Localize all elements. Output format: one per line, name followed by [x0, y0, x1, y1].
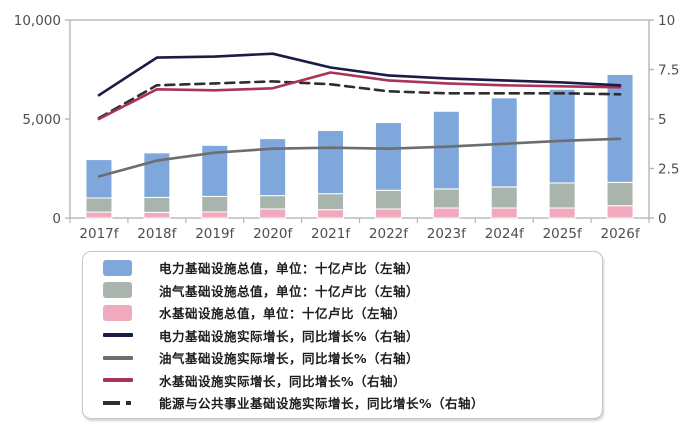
- bar-segment: [259, 208, 287, 219]
- right-axis-tick-label: 7.5: [658, 63, 679, 79]
- x-axis-category-label: 2017f: [79, 226, 119, 242]
- line-series: [97, 71, 622, 121]
- bar-segment: [432, 110, 460, 190]
- legend-label-oilgas-value: 油气基础设施总值，单位：十亿卢比（左轴）: [159, 283, 420, 299]
- left-axis-tick-label: 5,000: [22, 112, 61, 128]
- legend-swatch-dashed-line-icon: [103, 400, 135, 405]
- left-axis-tick-label: 0: [52, 211, 61, 227]
- bar-segment: [201, 195, 229, 213]
- bar-segment: [374, 208, 402, 219]
- bar-segment: [548, 182, 576, 209]
- legend-item-water-value: 水基础设施总值，单位：十亿卢比（左轴）: [103, 302, 602, 324]
- left-axis-tick-label: 10,000: [14, 13, 61, 29]
- legend-swatch-power-line-icon: [103, 333, 135, 337]
- legend-label-water-growth: 水基础设施实际增长，同比增长%（右轴）: [159, 373, 407, 389]
- right-axis-tick-label: 10: [658, 13, 675, 29]
- bar-segment: [85, 197, 113, 213]
- legend-item-energy-utilities-growth: 能源与公共事业基础设施实际增长，同比增长%（右轴）: [103, 392, 602, 414]
- bar-segment: [606, 205, 634, 219]
- legend-label-power-value: 电力基础设施总值，单位：十亿卢比（左轴）: [159, 261, 420, 276]
- chart-legend: 电力基础设施总值，单位：十亿卢比（左轴） 油气基础设施总值，单位：十亿卢比（左轴…: [82, 251, 603, 419]
- bar-segment: [374, 122, 402, 191]
- bar-segment: [143, 196, 171, 213]
- bar-segment: [259, 138, 287, 197]
- legend-item-oilgas-value: 油气基础设施总值，单位：十亿卢比（左轴）: [103, 279, 602, 301]
- line-series: [97, 137, 622, 178]
- bar-segment: [606, 181, 634, 207]
- bar-segment: [548, 88, 576, 184]
- legend-item-power-growth: 电力基础设施实际增长，同比增长%（右轴）: [103, 324, 602, 346]
- x-axis-category-label: 2026f: [600, 226, 640, 242]
- bar-segment: [317, 129, 345, 195]
- bar-segment: [143, 211, 171, 219]
- bar-segment: [490, 207, 518, 219]
- x-axis-category-label: 2024f: [485, 226, 525, 242]
- bar-segment: [317, 209, 345, 219]
- legend-item-water-growth: 水基础设施实际增长，同比增长%（右轴）: [103, 369, 602, 391]
- line-series: [97, 80, 622, 120]
- bar-segment: [490, 186, 518, 209]
- bar-segment: [317, 193, 345, 211]
- line-series: [97, 52, 622, 97]
- right-axis-tick-label: 0: [658, 211, 667, 227]
- bar-segment: [85, 211, 113, 219]
- legend-swatch-water-bar-icon: [103, 304, 135, 321]
- right-axis-tick-label: 5: [658, 112, 667, 128]
- bar-segment: [606, 73, 634, 183]
- x-axis-category-label: 2022f: [369, 226, 409, 242]
- chart-svg: 0 5,000 10,000 0 2.5 5 7.5 10 2017f 2018f 2019f 202…: [14, 13, 680, 242]
- legend-item-oilgas-growth: 油气基础设施实际增长，同比增长%（右轴）: [103, 347, 602, 369]
- legend-label-water-value: 水基础设施总值，单位：十亿卢比（左轴）: [159, 306, 407, 321]
- legend-label-oilgas-growth: 油气基础设施实际增长，同比增长%（右轴）: [159, 351, 420, 366]
- legend-swatch-oilgas-bar-icon: [103, 282, 135, 298]
- legend-label-energy-utilities-growth: 能源与公共事业基础设施实际增长，同比增长%（右轴）: [159, 396, 485, 411]
- x-axis-category-label: 2021f: [311, 226, 351, 242]
- legend-swatch-power-bar-icon: [103, 259, 135, 276]
- bar-segment: [548, 207, 576, 219]
- legend-swatch-oilgas-line-icon: [103, 355, 135, 360]
- legend-label-power-growth: 电力基础设施实际增长，同比增长%（右轴）: [159, 328, 420, 344]
- x-axis-category-label: 2019f: [195, 226, 235, 242]
- bar-segment: [374, 189, 402, 210]
- bar-segment: [85, 159, 113, 199]
- bar-segment: [432, 207, 460, 219]
- x-axis-category-label: 2025f: [543, 226, 583, 242]
- x-axis-category-label: 2020f: [253, 226, 293, 242]
- legend-swatch-water-line-icon: [103, 378, 135, 382]
- bar-segment: [259, 195, 287, 210]
- bar-segment: [432, 188, 460, 209]
- x-axis-category-label: 2018f: [137, 226, 177, 242]
- x-axis-category-label: 2023f: [427, 226, 467, 242]
- bar-segment: [201, 211, 229, 219]
- legend-item-power-value: 电力基础设施总值，单位：十亿卢比（左轴）: [103, 257, 602, 279]
- right-axis-tick-label: 2.5: [658, 162, 679, 178]
